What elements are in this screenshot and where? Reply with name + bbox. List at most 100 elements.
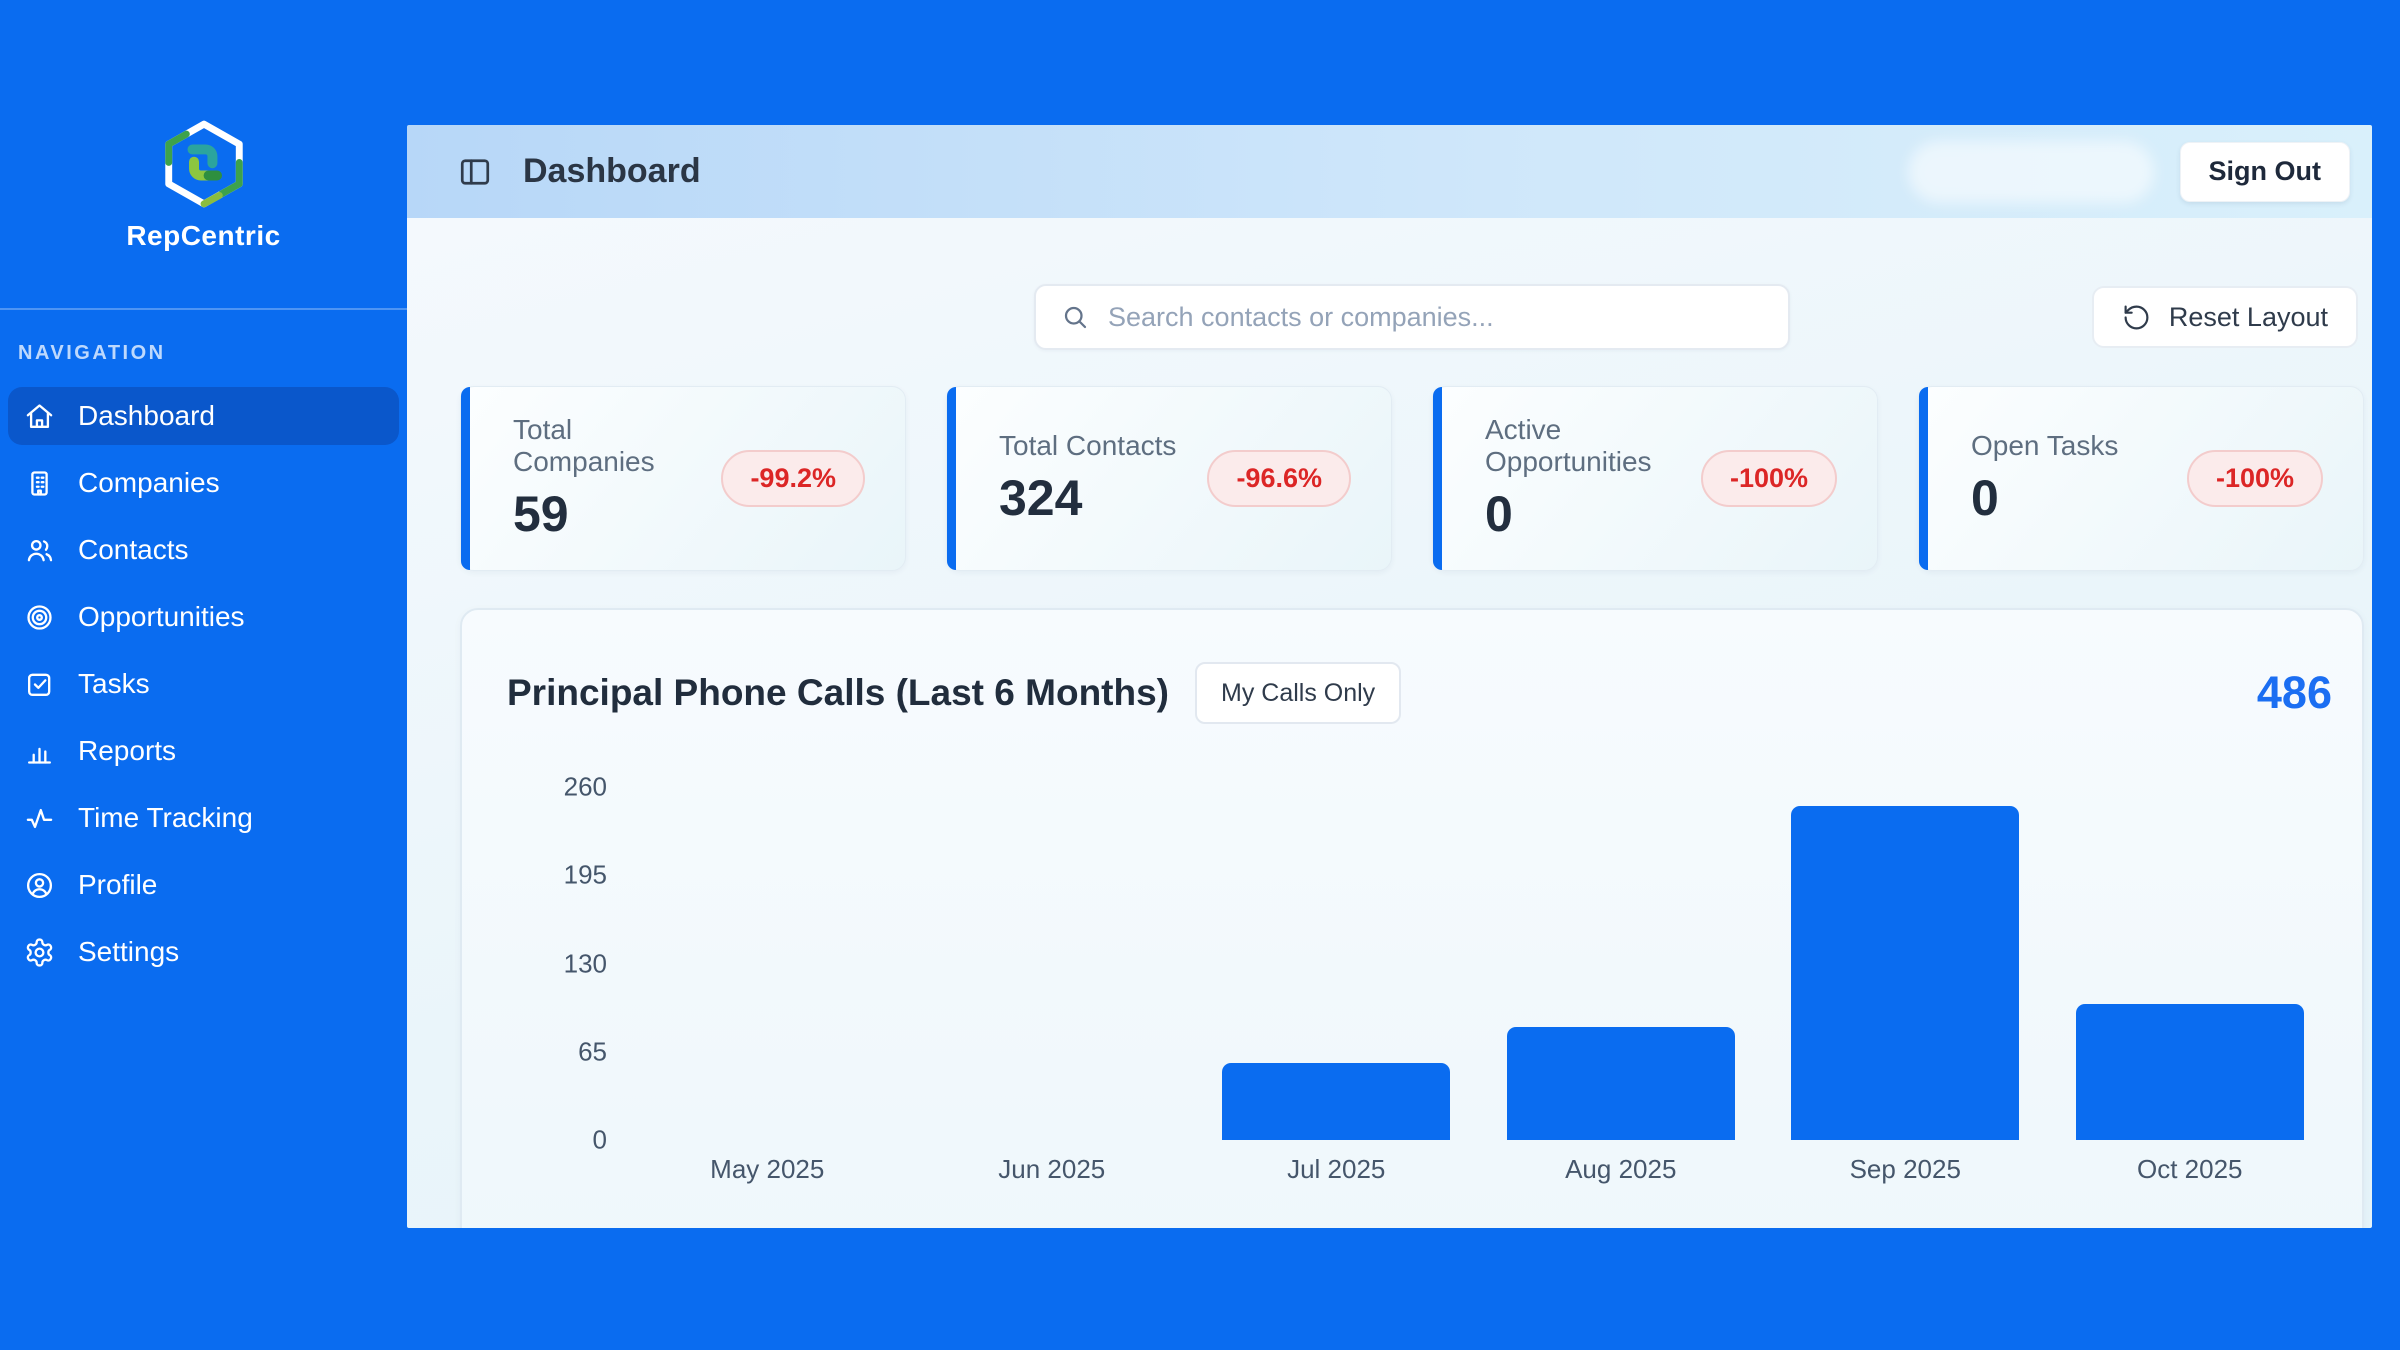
bar-slot-jun-2025: [910, 787, 1195, 1140]
search-icon: [1060, 302, 1090, 332]
sidebar-item-reports[interactable]: Reports: [8, 722, 399, 780]
sidebar-item-contacts[interactable]: Contacts: [8, 521, 399, 579]
building-icon: [24, 468, 55, 499]
x-tick-label: May 2025: [710, 1154, 825, 1184]
sidebar-item-profile[interactable]: Profile: [8, 856, 399, 914]
app-name: RepCentric: [126, 220, 281, 251]
my-calls-only-toggle[interactable]: My Calls Only: [1195, 662, 1402, 724]
bar-chart-icon: [24, 736, 55, 767]
sidebar-item-settings[interactable]: Settings: [8, 923, 399, 981]
sidebar-item-label: Opportunities: [78, 601, 245, 632]
sidebar-item-label: Companies: [78, 467, 220, 498]
stat-change-badge: -100%: [1700, 450, 1837, 507]
stat-label: Active Opportunities: [1485, 414, 1652, 477]
sign-out-button[interactable]: Sign Out: [2179, 141, 2350, 202]
stat-info: Active Opportunities 0: [1485, 414, 1701, 543]
users-icon: [24, 535, 55, 566]
target-icon: [24, 602, 55, 633]
bar-slot-sep-2025: [1763, 787, 2048, 1140]
home-icon: [24, 401, 55, 432]
repcentric-logo-icon: [164, 120, 243, 208]
sidebar-item-label: Reports: [78, 735, 177, 766]
stat-change-badge: -96.6%: [1207, 450, 1351, 507]
stat-value: 0: [1485, 486, 1513, 542]
y-tick-label: 0: [592, 1124, 607, 1155]
chart-title: Principal Phone Calls (Last 6 Months): [507, 672, 1169, 713]
user-chip-blurred: [1907, 140, 2154, 203]
stat-info: Total Companies 59: [513, 414, 721, 543]
check-square-icon: [24, 669, 55, 700]
sidebar-item-label: Tasks: [78, 668, 150, 699]
y-tick-label: 65: [578, 1036, 607, 1067]
bar-slot-oct-2025: [2048, 787, 2333, 1140]
sidebar-item-dashboard[interactable]: Dashboard: [8, 387, 399, 445]
stat-label: Open Tasks: [1971, 430, 2119, 461]
bar-sep-2025: [1791, 806, 2020, 1140]
reset-layout-button[interactable]: Reset Layout: [2091, 286, 2358, 348]
x-tick-label: Aug 2025: [1565, 1154, 1677, 1184]
sidebar-nav-list: Dashboard Companies Contacts Opportunities T…: [0, 387, 407, 981]
sidebar-item-label: Settings: [78, 936, 180, 967]
chart-total-value: 486: [2256, 667, 2332, 718]
stat-label: Total Contacts: [999, 430, 1177, 461]
bar-slot-may-2025: [625, 787, 910, 1140]
chart-header: Principal Phone Calls (Last 6 Months) My…: [507, 662, 2332, 724]
bar-chart: 0 65 130 195 260 May 2025 Jun 2025 Jul 2025 Aug…: [507, 772, 2332, 1185]
stat-value: 59: [513, 486, 569, 542]
chart-card: Principal Phone Calls (Last 6 Months) My…: [460, 608, 2364, 1228]
sidebar: RepCentric NAVIGATION Dashboard Companies…: [0, 0, 407, 1350]
stats-row: Total Companies 59 -99.2% Total Contacts…: [460, 386, 2364, 571]
bar-slot-jul-2025: [1194, 787, 1479, 1140]
search-row: Reset Layout: [460, 284, 2364, 350]
stat-label: Total Companies: [513, 414, 655, 477]
search-box: [1034, 284, 1790, 350]
gear-icon: [24, 937, 55, 968]
chart-x-axis: May 2025 Jun 2025 Jul 2025 Aug 2025 Sep 2025…: [625, 1154, 2332, 1185]
stat-card-total-companies: Total Companies 59 -99.2%: [460, 386, 906, 571]
bar-jul-2025: [1222, 1062, 1451, 1140]
x-tick-label: Sep 2025: [1849, 1154, 1961, 1184]
stat-info: Open Tasks 0: [1971, 430, 2118, 527]
page-title: Dashboard: [523, 152, 701, 190]
stat-info: Total Contacts 324: [999, 430, 1176, 527]
y-tick-label: 260: [563, 771, 607, 802]
top-header: Dashboard Sign Out: [407, 125, 2372, 218]
bar-oct-2025: [2075, 1004, 2304, 1140]
stat-change-badge: -99.2%: [721, 450, 865, 507]
sidebar-item-time-tracking[interactable]: Time Tracking: [8, 789, 399, 847]
sidebar-nav-caption: NAVIGATION: [18, 342, 166, 364]
y-tick-label: 195: [563, 859, 607, 890]
chart-bars: [625, 787, 2332, 1140]
sidebar-divider: [0, 308, 407, 310]
logo-block: RepCentric: [0, 0, 407, 252]
rotate-ccw-icon: [2122, 303, 2151, 332]
x-tick-label: Jun 2025: [998, 1154, 1106, 1184]
activity-icon: [24, 803, 55, 834]
stat-change-badge: -100%: [2186, 450, 2323, 507]
header-right: Sign Out: [1907, 140, 2350, 203]
stat-card-active-opportunities: Active Opportunities 0 -100%: [1432, 386, 1878, 571]
sidebar-item-companies[interactable]: Companies: [8, 454, 399, 512]
x-tick-label: Jul 2025: [1287, 1154, 1386, 1184]
sidebar-item-label: Contacts: [78, 534, 189, 565]
reset-layout-label: Reset Layout: [2168, 301, 2328, 332]
sidebar-item-label: Time Tracking: [78, 802, 253, 833]
main-panel: Dashboard Sign Out Reset Layout: [407, 125, 2372, 1228]
sidebar-item-opportunities[interactable]: Opportunities: [8, 588, 399, 646]
chart-y-axis: 0 65 130 195 260: [507, 772, 607, 1155]
stat-card-total-contacts: Total Contacts 324 -96.6%: [946, 386, 1392, 571]
sidebar-item-label: Dashboard: [78, 400, 215, 431]
sidebar-item-tasks[interactable]: Tasks: [8, 655, 399, 713]
search-input[interactable]: [1108, 301, 1764, 333]
bar-aug-2025: [1506, 1027, 1735, 1140]
chart-plot: May 2025 Jun 2025 Jul 2025 Aug 2025 Sep 2025…: [625, 787, 2332, 1185]
user-circle-icon: [24, 870, 55, 901]
sidebar-toggle-button[interactable]: [457, 154, 493, 190]
dashboard-content: Reset Layout Total Companies 59 -99.2% T…: [407, 218, 2372, 1228]
y-tick-label: 130: [563, 948, 607, 978]
stat-value: 0: [1971, 470, 1999, 526]
x-tick-label: Oct 2025: [2136, 1154, 2243, 1184]
bar-slot-aug-2025: [1479, 787, 1764, 1140]
stat-value: 324: [999, 470, 1083, 526]
sidebar-item-label: Profile: [78, 869, 158, 900]
